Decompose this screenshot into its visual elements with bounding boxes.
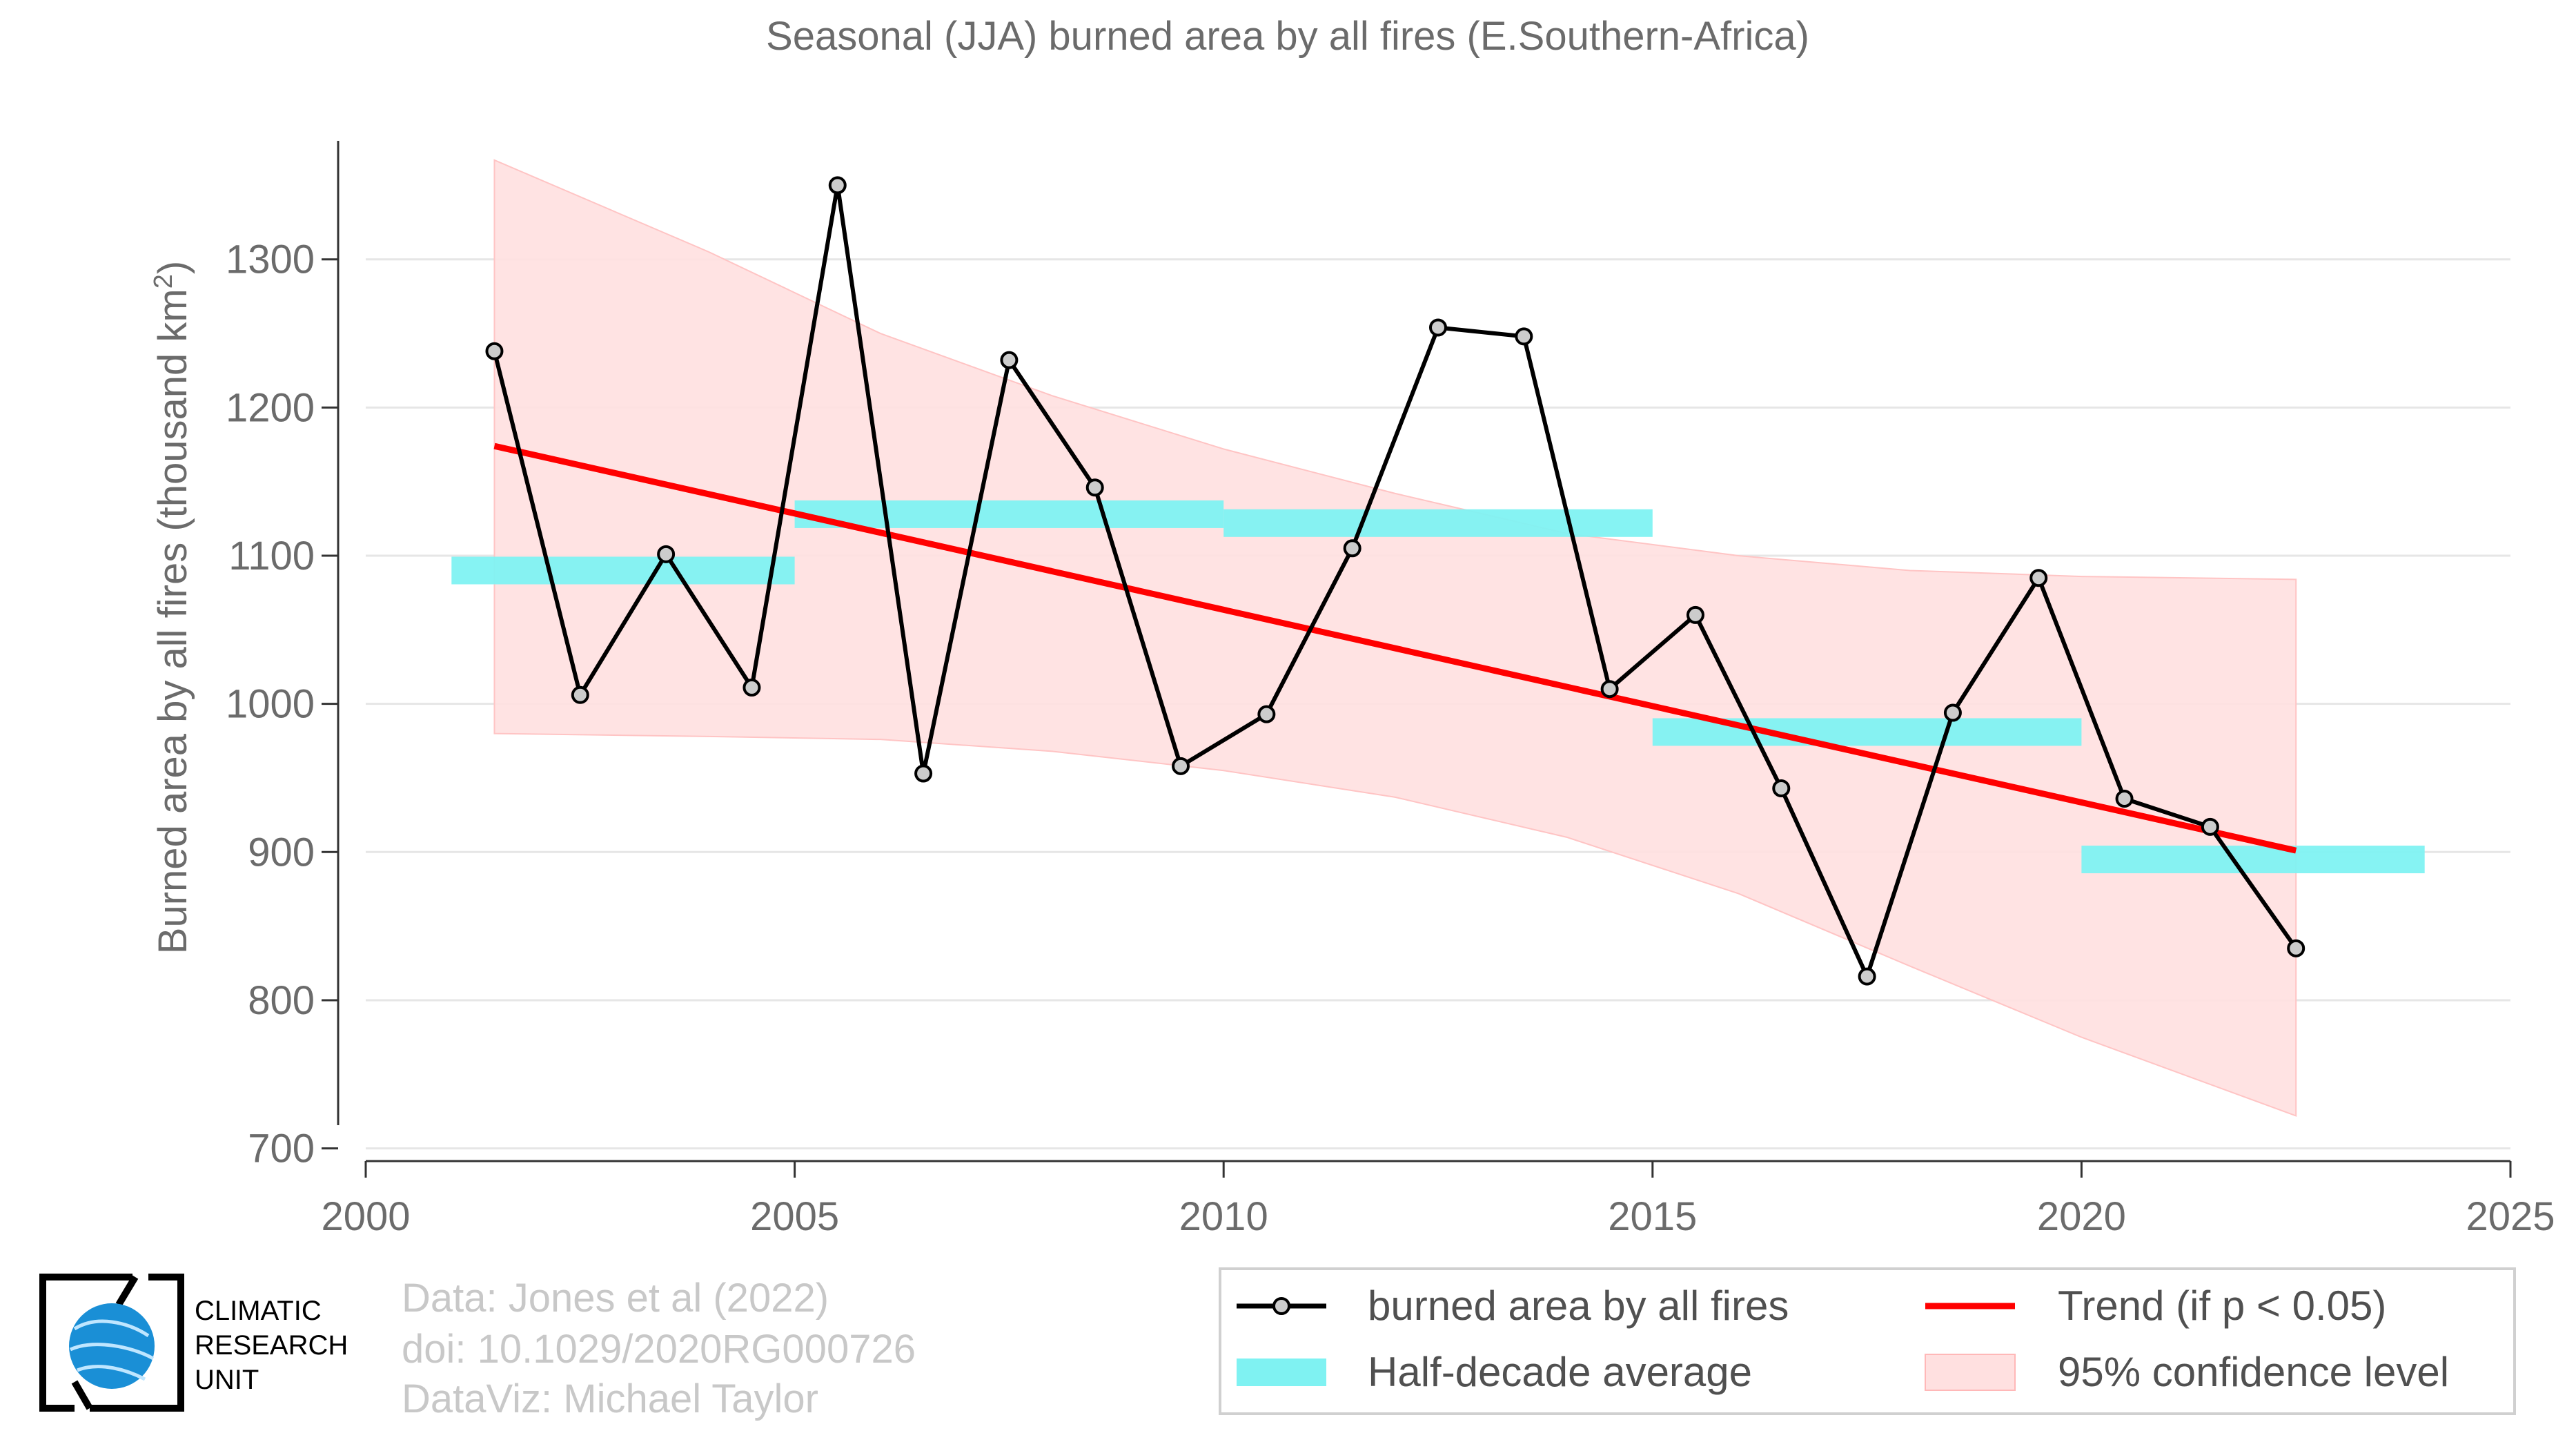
x-tick-label: 2010 [1179, 1194, 1268, 1239]
logo-slash-bottom [71, 1380, 93, 1410]
legend: burned area by all fires Half-decade ave… [1219, 1267, 2516, 1415]
series-point [2115, 790, 2134, 808]
confidence-band-area [493, 159, 2297, 1117]
logo-bracket-right [90, 1274, 184, 1412]
series-point [2287, 939, 2305, 957]
series-group [485, 176, 2305, 986]
series-point [485, 342, 504, 360]
x-tick-label: 2005 [750, 1194, 839, 1239]
y-tick-label: 800 [248, 978, 315, 1023]
series-point [1772, 779, 1791, 798]
series-point [1686, 605, 1704, 624]
half-decade-bars [451, 500, 2425, 874]
half-decade-bar [2081, 846, 2425, 874]
series-point [657, 545, 676, 563]
series-point [1257, 705, 1276, 723]
legend-swatch-series-marker [1272, 1297, 1290, 1315]
logo-slash-top [115, 1275, 139, 1307]
series-point [828, 176, 847, 195]
y-axis-label: Burned area by all fires (thousand km2) [149, 261, 195, 954]
series-point [914, 764, 933, 783]
axes: 700 800 900 1000 1100 1200 1300 2000 2005 2010 201… [226, 141, 2555, 1239]
chart-title: Seasonal (JJA) burned area by all fires … [766, 14, 1809, 59]
logo-bracket-left [39, 1274, 132, 1412]
series-point [1858, 967, 1876, 986]
globe-swirl-2 [69, 1343, 155, 1361]
series-point [2029, 569, 2048, 587]
globe-swirl-1 [73, 1319, 150, 1338]
trend-line-group [493, 442, 2297, 854]
logo-line-1: CLIMATIC [195, 1296, 322, 1326]
x-tick-label: 2015 [1608, 1194, 1697, 1239]
legend-label-trend: Trend (if p < 0.05) [2058, 1283, 2386, 1329]
series-point [1343, 539, 1361, 558]
y-tick-label: 900 [248, 830, 315, 875]
legend-swatch-half-decade [1237, 1359, 1326, 1386]
series-point [1943, 703, 1962, 722]
legend-label-half-decade: Half-decade average [1368, 1349, 1752, 1395]
y-axis-label-close: ) [150, 261, 195, 274]
logo-line-3: UNIT [195, 1365, 259, 1395]
series-point [743, 679, 761, 697]
series-point [1000, 351, 1019, 369]
legend-label-confidence: 95% confidence level [2058, 1349, 2449, 1395]
series-point [1429, 318, 1447, 337]
x-tick-label: 2020 [2037, 1194, 2126, 1239]
credit-dataviz: DataViz: Michael Taylor [402, 1376, 818, 1421]
globe-swirl-3 [77, 1365, 146, 1381]
confidence-band [493, 159, 2297, 1117]
half-decade-bar [451, 556, 795, 585]
y-axis-label-sup: 2 [149, 274, 178, 289]
series-point [2201, 817, 2219, 836]
series-line [492, 183, 2298, 979]
half-decade-bar [794, 500, 1224, 528]
x-tick-label: 2025 [2466, 1194, 2555, 1239]
y-tick-label: 1100 [228, 534, 315, 578]
y-axis-label-main: Burned area by all fires (thousand km [150, 289, 195, 954]
series-point [1172, 757, 1190, 775]
series-point [1600, 680, 1619, 699]
credit-data: Data: Jones et al (2022) [402, 1276, 829, 1321]
credit-doi: doi: 10.1029/2020RG000726 [402, 1327, 916, 1372]
logo-line-2: RESEARCH [195, 1330, 348, 1361]
y-tick-label: 1300 [226, 237, 315, 282]
trend-line [493, 442, 2297, 854]
y-tick-label: 1000 [226, 682, 315, 727]
legend-label-series: burned area by all fires [1368, 1283, 1789, 1329]
series-point [1515, 327, 1533, 346]
series-point [1085, 478, 1104, 497]
series-point [571, 685, 589, 704]
x-tick-label: 2000 [321, 1194, 410, 1239]
half-decade-bar [1223, 509, 1653, 537]
cru-logo: CLIMATIC RESEARCH UNIT [39, 1274, 348, 1412]
legend-frame [1219, 1267, 2516, 1415]
legend-swatch-confidence [1925, 1354, 2016, 1391]
y-tick-label: 1200 [226, 385, 315, 430]
y-tick-label: 700 [248, 1127, 315, 1171]
